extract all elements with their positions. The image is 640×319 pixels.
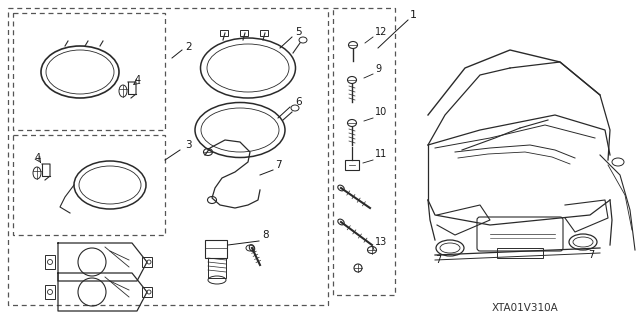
Text: 4: 4 [135,75,141,85]
Bar [45,255,55,269]
Text: 12: 12 [375,27,387,37]
Text: 1: 1 [410,10,417,20]
Bar [220,30,228,36]
Bar [13,135,165,235]
Bar [142,257,152,267]
Text: 5: 5 [295,27,301,37]
Text: 7: 7 [588,250,595,260]
Text: XTA01V310A: XTA01V310A [492,303,559,313]
Text: 7: 7 [435,255,441,265]
Bar [345,160,359,170]
Text: 3: 3 [185,140,191,150]
Text: 7: 7 [275,160,282,170]
Text: 6: 6 [295,97,301,107]
Text: 8: 8 [262,230,269,240]
Bar [45,285,55,299]
Bar [497,248,543,258]
Text: 13: 13 [375,237,387,247]
Bar [208,258,226,278]
Text: 4: 4 [35,153,41,163]
Bar [205,240,227,258]
Bar [13,13,165,130]
Text: 9: 9 [375,64,381,74]
Bar [260,30,268,36]
Text: 11: 11 [375,149,387,159]
Bar [142,287,152,297]
Bar [8,8,328,305]
Text: 2: 2 [185,42,191,52]
Bar [333,8,395,295]
Bar [240,30,248,36]
Text: 10: 10 [375,107,387,117]
